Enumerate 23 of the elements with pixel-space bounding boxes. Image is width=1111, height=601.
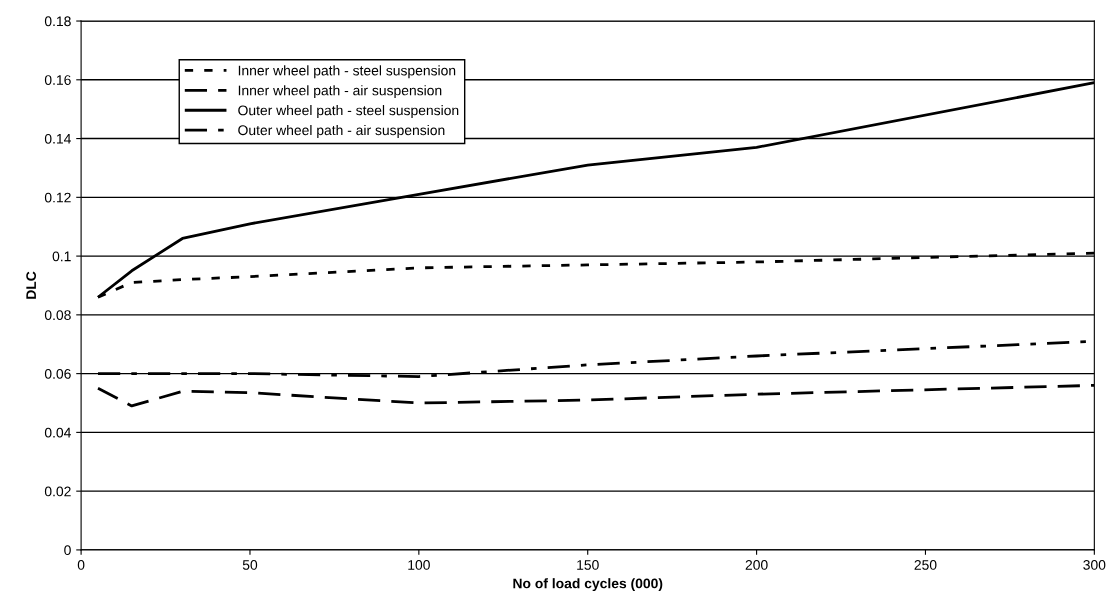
x-tick-label: 150 [577,560,599,570]
x-tick-label: 300 [1083,560,1106,570]
y-tick-label: 0.12 [44,192,71,203]
legend-label: Inner wheel path - steel suspension [238,65,456,79]
x-tick-label: 200 [745,560,768,570]
x-tick-label: 250 [914,560,937,570]
y-tick-label: 0.02 [44,486,71,497]
legend-label: Inner wheel path - air suspension [238,85,442,99]
y-tick-label: 0.04 [44,427,71,438]
y-tick-label: 0.18 [44,16,71,27]
y-tick-label: 0.16 [44,75,71,85]
x-tick-label: 50 [242,560,258,570]
legend-label: Outer wheel path - air suspension [238,124,445,138]
y-tick-label: 0 [64,545,71,556]
legend-label: Outer wheel path - steel suspension [238,105,459,118]
x-tick-label: 0 [77,560,85,570]
x-tick-label: 100 [408,560,430,570]
y-tick-label: 0.08 [44,310,71,321]
x-axis-title: No of load cycles (000) [513,578,663,592]
y-axis-title: DLC [26,271,37,299]
y-tick-label: 0.1 [52,251,71,262]
y-tick-label: 0.14 [44,133,71,144]
y-tick-label: 0.06 [44,368,71,379]
